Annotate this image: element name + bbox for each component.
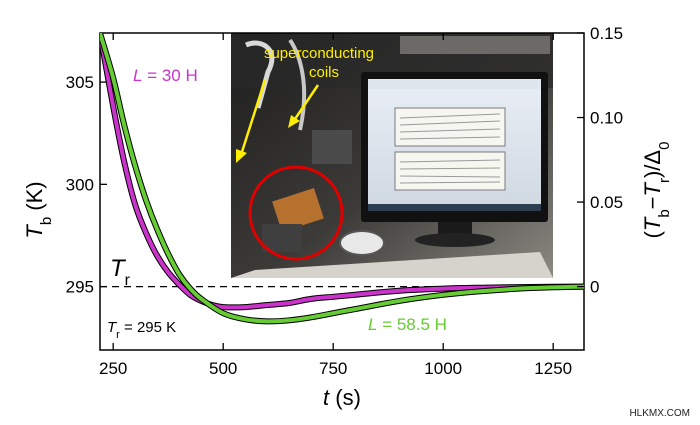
- photo-circuit-board: [272, 187, 324, 233]
- y-left-tick-label: 295: [66, 278, 94, 297]
- y-left-tick-label: 305: [66, 73, 94, 92]
- x-tick-label: 500: [209, 359, 237, 378]
- photo-keyboard: [231, 252, 553, 278]
- annotation-label-line1: superconducting: [264, 45, 374, 62]
- coil-frame-right: [288, 38, 307, 131]
- svg-text:Tb (K): Tb (K): [22, 181, 55, 238]
- y-right-tick-label: 0: [590, 278, 599, 297]
- x-axis-title: t (s): [323, 385, 361, 410]
- y-right-tick-label: 0.05: [590, 193, 623, 212]
- series-label-58H: L = 58.5 H: [368, 315, 447, 334]
- axis-ticks: 250 500 750 1000 1250 295 300 305 0 0.05 0.10 0.15: [66, 24, 623, 378]
- annotation-label-line2: coils: [309, 64, 339, 81]
- annotation-arrows: [236, 79, 320, 163]
- y-left-tick-label: 300: [66, 175, 94, 194]
- coil-frame-left: [245, 40, 275, 109]
- x-tick-label: 750: [319, 359, 347, 378]
- series-group: [100, 33, 584, 325]
- photo-sample-holder: [262, 224, 302, 252]
- series-58H-line: [100, 33, 584, 324]
- y-right-tick-label: 0.15: [590, 24, 623, 43]
- series-label-30H: L = 30 H: [133, 66, 198, 85]
- photo-shelf: [400, 36, 550, 54]
- photo-equipment-box: [312, 130, 352, 164]
- inset-photo: superconducting coils: [231, 33, 553, 278]
- watermark: HLKMX.COM: [629, 408, 690, 419]
- reference-note: Tr = 295 K: [107, 319, 176, 341]
- x-tick-label: 1000: [424, 359, 462, 378]
- x-tick-label: 1250: [534, 359, 572, 378]
- reference-label: Tr: [110, 255, 131, 289]
- svg-text:(Tb−Tr)/Δ0: (Tb−Tr)/Δ0: [640, 142, 673, 239]
- y-right-tick-label: 0.10: [590, 109, 623, 128]
- photo-tape-roll: [339, 230, 385, 256]
- photo-monitor: [361, 72, 548, 247]
- x-tick-label: 250: [99, 359, 127, 378]
- highlight-circle: [248, 165, 344, 261]
- y-axis-left-title: Tb (K): [22, 181, 55, 238]
- series-30H-line: [100, 33, 584, 310]
- plot-frame: [99, 32, 585, 351]
- y-axis-right-title: (Tb−Tr)/Δ0: [640, 142, 673, 239]
